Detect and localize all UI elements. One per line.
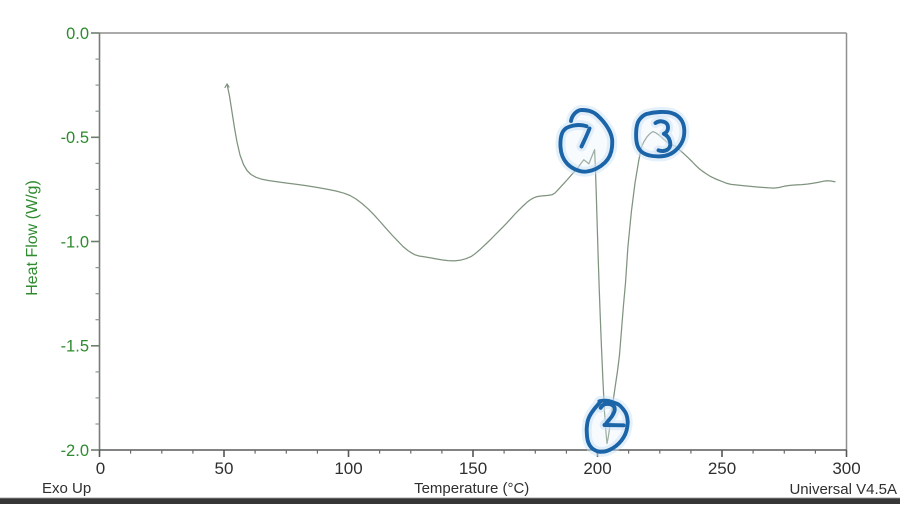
svg-text:0: 0 — [96, 459, 105, 478]
svg-text:Exo Up: Exo Up — [42, 480, 91, 497]
svg-text:Universal V4.5A: Universal V4.5A — [789, 481, 897, 498]
svg-text:-1.0: -1.0 — [61, 233, 89, 251]
svg-text:50: 50 — [215, 459, 234, 478]
svg-text:-0.5: -0.5 — [61, 129, 89, 147]
svg-text:Temperature (°C): Temperature (°C) — [414, 480, 529, 497]
svg-text:Heat Flow (W/g): Heat Flow (W/g) — [24, 180, 41, 296]
svg-text:100: 100 — [334, 459, 362, 478]
svg-text:300: 300 — [832, 459, 860, 478]
svg-text:-1.5: -1.5 — [61, 338, 89, 356]
svg-text:250: 250 — [708, 459, 736, 478]
svg-text:-2.0: -2.0 — [61, 442, 89, 460]
svg-text:200: 200 — [583, 459, 611, 478]
svg-text:150: 150 — [459, 459, 487, 478]
svg-text:0.0: 0.0 — [66, 25, 89, 43]
